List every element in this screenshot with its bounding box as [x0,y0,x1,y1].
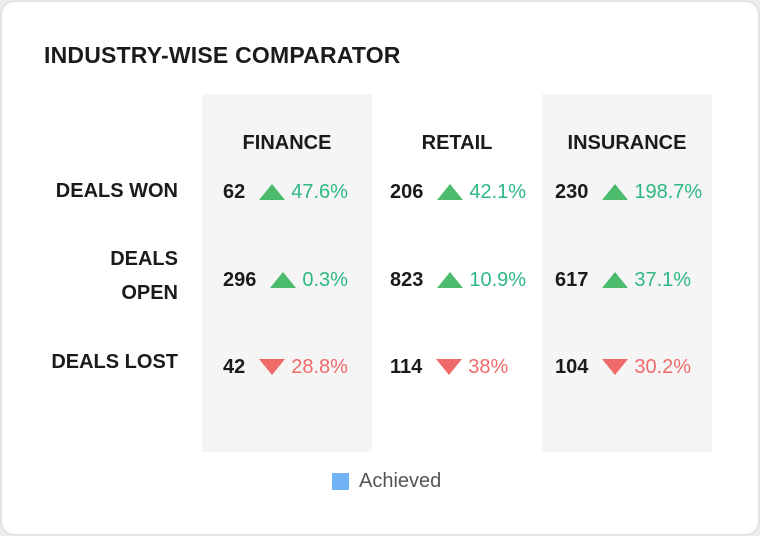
cell-value: 230 [555,180,589,203]
cell-deals-won-retail: 206 42.1% [390,177,526,207]
cell-change: 30.2% [634,355,692,378]
cell-change: 198.7% [634,180,703,203]
cell-deals-open-retail: 823 10.9% [390,265,526,295]
cell-change: 47.6% [291,180,348,203]
cell-change: 38% [468,355,509,378]
triangle-up-icon [437,272,464,288]
triangle-down-icon [602,359,629,375]
finance-column-bg [202,94,372,452]
triangle-up-icon [259,184,286,200]
triangle-up-icon [437,184,464,200]
legend-swatch-achieved [332,473,349,490]
cell-change: 10.9% [469,268,527,291]
cell-value: 114 [390,355,423,378]
cell-deals-won-finance: 62 47.6% [223,177,348,207]
cell-value: 823 [390,268,424,291]
cell-value: 617 [555,268,589,291]
triangle-down-icon [259,359,286,375]
triangle-up-icon [602,184,629,200]
cell-value: 62 [223,180,246,203]
cell-change: 42.1% [469,180,527,203]
row-label-line: OPEN [121,282,178,304]
legend-label-achieved: Achieved [359,470,442,492]
column-header-insurance: INSURANCE [567,132,687,154]
cell-deals-lost-insurance: 104 30.2% [555,352,691,382]
cell-value: 206 [390,180,424,203]
legend: Achieved [332,470,441,493]
row-label-line: DEALS LOST [51,351,178,373]
cell-deals-open-finance: 296 0.3% [223,265,348,295]
row-label-deals-won: DEALS WON [56,174,178,208]
column-header-retail: RETAIL [421,132,493,154]
row-label-line: DEALS [110,248,178,270]
cell-deals-lost-finance: 42 28.8% [223,352,348,382]
cell-value: 42 [223,355,246,378]
cell-change: 28.8% [291,355,348,378]
cell-change: 37.1% [634,268,692,291]
row-label-deals-lost: DEALS LOST [51,345,178,379]
insurance-column-bg [542,94,712,452]
cell-deals-open-insurance: 617 37.1% [555,265,691,295]
cell-deals-won-insurance: 230 198.7% [555,177,702,207]
row-label-line: DEALS WON [55,180,178,202]
row-label-deals-open: DEALS OPEN [110,242,178,310]
chart-title: INDUSTRY-WISE COMPARATOR [44,42,401,68]
triangle-up-icon [602,272,629,288]
triangle-down-icon [436,359,463,375]
cell-deals-lost-retail: 114 38% [390,352,508,382]
column-header-finance: FINANCE [242,132,332,154]
cell-value: 104 [555,355,589,378]
cell-change: 0.3% [302,268,348,291]
cell-value: 296 [223,268,257,291]
triangle-up-icon [270,272,297,288]
